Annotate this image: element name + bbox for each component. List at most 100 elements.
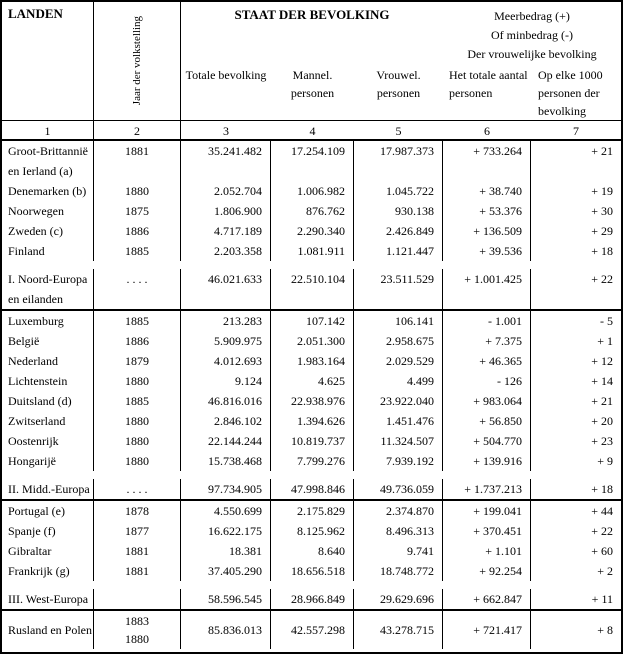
cell-mannel-personen: 22.938.976 xyxy=(271,391,354,411)
cell-per-1000: + 11 xyxy=(591,592,613,606)
table-row: Noorwegen 1875 1.806.900 876.762 930.138 + 53… xyxy=(2,201,621,221)
table-section: Portugal (e) 1878 4.550.699 2.175.829 2.374.… xyxy=(2,501,621,611)
table-row: Denemarken (b) 1880 2.052.704 1.006.982 1.04… xyxy=(2,181,621,201)
cell-mannel-personen: 2.051.300 xyxy=(271,331,354,351)
table-section: Rusland en Polen 1883 1880 85.836.013 42.557… xyxy=(2,611,621,649)
table-row: III. West-Europa 58.596.545 28.966.849 29.6… xyxy=(2,589,621,609)
cell-mannel-personen: 22.510.104 xyxy=(271,269,354,309)
cell-vrouwel-personen: 1.121.447 xyxy=(354,241,443,261)
header-jaar-cell: Jaar der volkstelling xyxy=(94,2,181,120)
cell-vrouwel-personen: 1.045.722 xyxy=(354,181,443,201)
jaar-line: 1879 xyxy=(125,354,149,368)
subheader-mannel-personen: Mannel. personen xyxy=(290,68,335,100)
cell-vrouwel-personen: 29.629.696 xyxy=(354,589,443,609)
cell-mannel-personen: 7.799.276 xyxy=(271,451,354,471)
cell-per-1000: + 44 xyxy=(591,504,613,518)
cell-land: Spanje (f) xyxy=(2,521,94,541)
cell-totale-aantal: + 38.740 xyxy=(443,181,531,201)
cell-land: III. West-Europa xyxy=(2,589,94,609)
cell-totale-bevolking: 85.836.013 xyxy=(181,611,271,649)
cell-land: II. Midd.-Europa xyxy=(2,479,94,499)
cell-land: Nederland xyxy=(2,351,94,371)
table-row: Zwitserland 1880 2.846.102 1.394.626 1.451.4… xyxy=(2,411,621,431)
cell-land: Denemarken (b) xyxy=(2,181,94,201)
cell-totale-aantal: + 1.001.425 xyxy=(443,269,531,309)
jaar-line: 1885 xyxy=(125,244,149,258)
jaar-line: 1885 xyxy=(125,314,149,328)
cell-mannel-personen: 1.983.164 xyxy=(271,351,354,371)
cell-totale-bevolking: 22.144.244 xyxy=(181,431,271,451)
cell-jaar: 1881 xyxy=(94,561,181,581)
cell-totale-aantal: + 1.101 xyxy=(443,541,531,561)
cell-totale-bevolking: 37.405.290 xyxy=(181,561,271,581)
jaar-line: . . . . xyxy=(126,272,148,286)
spacer-row xyxy=(2,471,621,479)
table-section: Luxemburg 1885 213.283 107.142 106.141- 1.00… xyxy=(2,311,621,501)
table-row: Luxemburg 1885 213.283 107.142 106.141- 1.00… xyxy=(2,311,621,331)
cell-vrouwel-personen: 43.278.715 xyxy=(354,611,443,649)
cell-per-1000: + 19 xyxy=(591,184,613,198)
land-line: Hongarijë xyxy=(8,454,56,468)
spacer-row xyxy=(2,581,621,589)
column-number-1: 1 xyxy=(2,121,94,139)
land-line: Oostenrijk xyxy=(8,434,59,448)
cell-vrouwel-personen: 8.496.313 xyxy=(354,521,443,541)
cell-totale-bevolking: 4.550.699 xyxy=(181,501,271,521)
table-row: Finland 1885 2.203.358 1.081.911 1.121.447 + … xyxy=(2,241,621,261)
cell-mannel-personen: 47.998.846 xyxy=(271,479,354,499)
cell-totale-bevolking: 5.909.975 xyxy=(181,331,271,351)
cell-totale-aantal: - 126 xyxy=(443,371,531,391)
cell-mannel-personen: 2.290.340 xyxy=(271,221,354,241)
cell-per-1000: + 21 xyxy=(591,144,613,158)
cell-per-1000: + 9 xyxy=(597,454,613,468)
cell-totale-bevolking: 46.816.016 xyxy=(181,391,271,411)
cell-totale-bevolking: 4.717.189 xyxy=(181,221,271,241)
cell-land: Rusland en Polen xyxy=(2,611,94,649)
jaar-line: 1880 xyxy=(125,374,149,388)
land-line: Denemarken (b) xyxy=(8,184,87,198)
cell-vrouwel-personen: 2.958.675 xyxy=(354,331,443,351)
cell-vrouwel-personen: 23.511.529 xyxy=(354,269,443,309)
land-line: Groot-Brittannië xyxy=(8,144,88,158)
cell-vrouwel-personen: 18.748.772 xyxy=(354,561,443,581)
land-line: Finland xyxy=(8,244,45,258)
cell-jaar: 1880 xyxy=(94,431,181,451)
jaar-line: 1880 xyxy=(125,184,149,198)
column-number-4: 4 xyxy=(309,124,316,138)
land-line: Luxemburg xyxy=(8,314,64,328)
table-row: Duitsland (d) 1885 46.816.016 22.938.976 23.… xyxy=(2,391,621,411)
cell-land: Groot-Brittannië en Ierland (a) xyxy=(2,141,94,181)
cell-jaar: . . . . xyxy=(94,479,181,499)
column-number-row: 1 2 3 4 5 6 7 xyxy=(2,120,621,141)
header-main-group: STAAT DER BEVOLKING Meerbedrag (+) Of mi… xyxy=(181,2,621,120)
jaar-line: 1880 xyxy=(125,434,149,448)
table-row: Rusland en Polen 1883 1880 85.836.013 42.557… xyxy=(2,611,621,649)
cell-mannel-personen: 17.254.109 xyxy=(271,141,354,181)
table-header: LANDEN Jaar der volkstelling STAAT DER B… xyxy=(2,2,621,120)
cell-vrouwel-personen: 4.499 xyxy=(354,371,443,391)
land-line: Zweden (c) xyxy=(8,224,63,238)
cell-jaar: 1883 1880 xyxy=(94,611,181,649)
table-row: I. Noord-Europa en eilanden . . . . 46.021.… xyxy=(2,269,621,309)
cell-totale-aantal: + 199.041 xyxy=(443,501,531,521)
cell-vrouwel-personen: 2.426.849 xyxy=(354,221,443,241)
cell-land: Zweden (c) xyxy=(2,221,94,241)
land-line: België xyxy=(8,334,40,348)
table-row: Gibraltar 1881 18.381 8.640 9.741 + 1.101 + 60 xyxy=(2,541,621,561)
jaar-line: 1880 xyxy=(125,632,149,646)
land-line: Zwitserland xyxy=(8,414,66,428)
cell-totale-aantal: + 504.770 xyxy=(443,431,531,451)
cell-vrouwel-personen: 23.922.040 xyxy=(354,391,443,411)
cell-per-1000: + 21 xyxy=(591,394,613,408)
cell-totale-aantal: + 39.536 xyxy=(443,241,531,261)
column-number-2: 2 xyxy=(94,121,181,139)
cell-jaar: 1885 xyxy=(94,241,181,261)
land-line: en Ierland (a) xyxy=(8,164,73,178)
cell-per-1000: - 5 xyxy=(600,314,613,328)
cell-jaar: 1875 xyxy=(94,201,181,221)
cell-mannel-personen: 28.966.849 xyxy=(271,589,354,609)
cell-land: Zwitserland xyxy=(2,411,94,431)
table-body: Groot-Brittannië en Ierland (a) 1881 35.241… xyxy=(2,141,621,649)
table-row: Groot-Brittannië en Ierland (a) 1881 35.241… xyxy=(2,141,621,181)
land-line: Nederland xyxy=(8,354,58,368)
